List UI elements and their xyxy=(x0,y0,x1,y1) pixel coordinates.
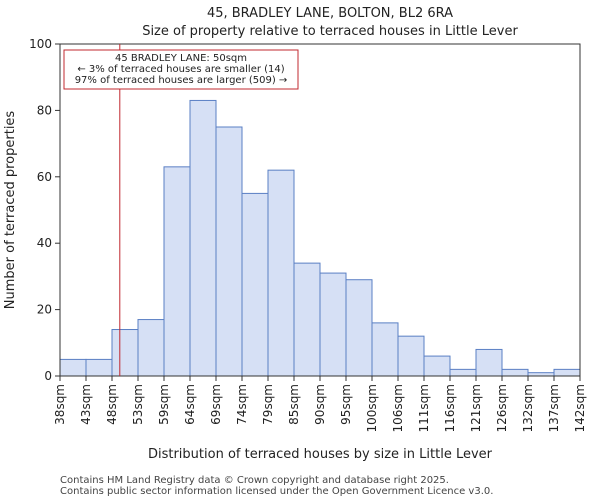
bar-5 xyxy=(189,99,217,377)
bar-8 xyxy=(267,169,295,377)
bars-group xyxy=(59,99,581,377)
bar-14 xyxy=(423,355,451,377)
y-axis-ticks: 0 20 40 60 80 100 xyxy=(29,37,60,383)
x-tick-label-0: 38sqm xyxy=(53,384,67,425)
y-axis-label: Number of terraced properties xyxy=(3,111,18,310)
footer-line-1: Contains HM Land Registry data © Crown c… xyxy=(60,475,449,486)
bar-12 xyxy=(371,322,399,377)
y-tick-label-2: 40 xyxy=(37,236,52,250)
plot-frame xyxy=(59,43,581,377)
bar-16 xyxy=(475,348,503,377)
bar-1 xyxy=(85,358,113,377)
x-tick-label-16: 121sqm xyxy=(469,384,483,432)
x-tick-label-10: 90sqm xyxy=(313,384,327,425)
x-tick-label-7: 74sqm xyxy=(235,384,249,425)
bar-3 xyxy=(137,319,165,377)
bar-9 xyxy=(293,262,321,377)
y-tick-label-4: 80 xyxy=(37,103,52,117)
y-tick-label-5: 100 xyxy=(29,37,52,51)
x-tick-label-4: 59sqm xyxy=(157,384,171,425)
x-tick-label-9: 85sqm xyxy=(287,384,301,425)
x-axis-ticks: 38sqm 43sqm 48sqm 53sqm 59sqm 64sqm 69sqm 74sqm… xyxy=(53,376,587,432)
bar-15 xyxy=(449,368,477,377)
annotation-line-3: 97% of terraced houses are larger (509) … xyxy=(75,75,288,86)
chart-title-line-2: Size of property relative to terraced ho… xyxy=(142,24,518,39)
x-tick-label-11: 95sqm xyxy=(339,384,353,425)
bar-11 xyxy=(345,279,373,377)
y-tick-label-0: 0 xyxy=(44,369,52,383)
footer-line-2: Contains public sector information licen… xyxy=(60,486,493,497)
chart-title-line-1: 45, BRADLEY LANE, BOLTON, BL2 6RA xyxy=(207,6,453,21)
x-tick-label-6: 69sqm xyxy=(209,384,223,425)
bar-17 xyxy=(501,368,529,377)
bar-19 xyxy=(553,368,581,377)
annotation-box: 45 BRADLEY LANE: 50sqm ← 3% of terraced … xyxy=(63,49,299,90)
bar-13 xyxy=(397,335,425,377)
x-tick-label-14: 111sqm xyxy=(417,384,431,432)
bar-2 xyxy=(111,329,139,377)
x-tick-label-2: 48sqm xyxy=(105,384,119,425)
x-tick-label-18: 132sqm xyxy=(521,384,535,432)
x-tick-label-19: 137sqm xyxy=(547,384,561,432)
x-tick-label-1: 43sqm xyxy=(79,384,93,425)
x-tick-label-20: 142sqm xyxy=(573,384,587,432)
x-axis-label: Distribution of terraced houses by size … xyxy=(148,447,493,462)
annotation-frame xyxy=(63,49,299,90)
annotation-line-2: ← 3% of terraced houses are smaller (14) xyxy=(77,64,284,75)
x-tick-label-8: 79sqm xyxy=(261,384,275,425)
x-tick-label-3: 53sqm xyxy=(131,384,145,425)
y-tick-label-3: 60 xyxy=(37,170,52,184)
x-tick-label-17: 126sqm xyxy=(495,384,509,432)
x-tick-label-5: 64sqm xyxy=(183,384,197,425)
x-tick-label-15: 116sqm xyxy=(443,384,457,432)
bar-4 xyxy=(163,166,191,377)
x-tick-label-12: 100sqm xyxy=(365,384,379,432)
bar-0 xyxy=(59,358,87,377)
bar-7 xyxy=(241,192,269,377)
y-tick-label-1: 20 xyxy=(37,303,52,317)
x-tick-label-13: 106sqm xyxy=(391,384,405,432)
bar-10 xyxy=(319,272,347,377)
bar-6 xyxy=(215,126,243,377)
annotation-line-1: 45 BRADLEY LANE: 50sqm xyxy=(115,53,247,64)
